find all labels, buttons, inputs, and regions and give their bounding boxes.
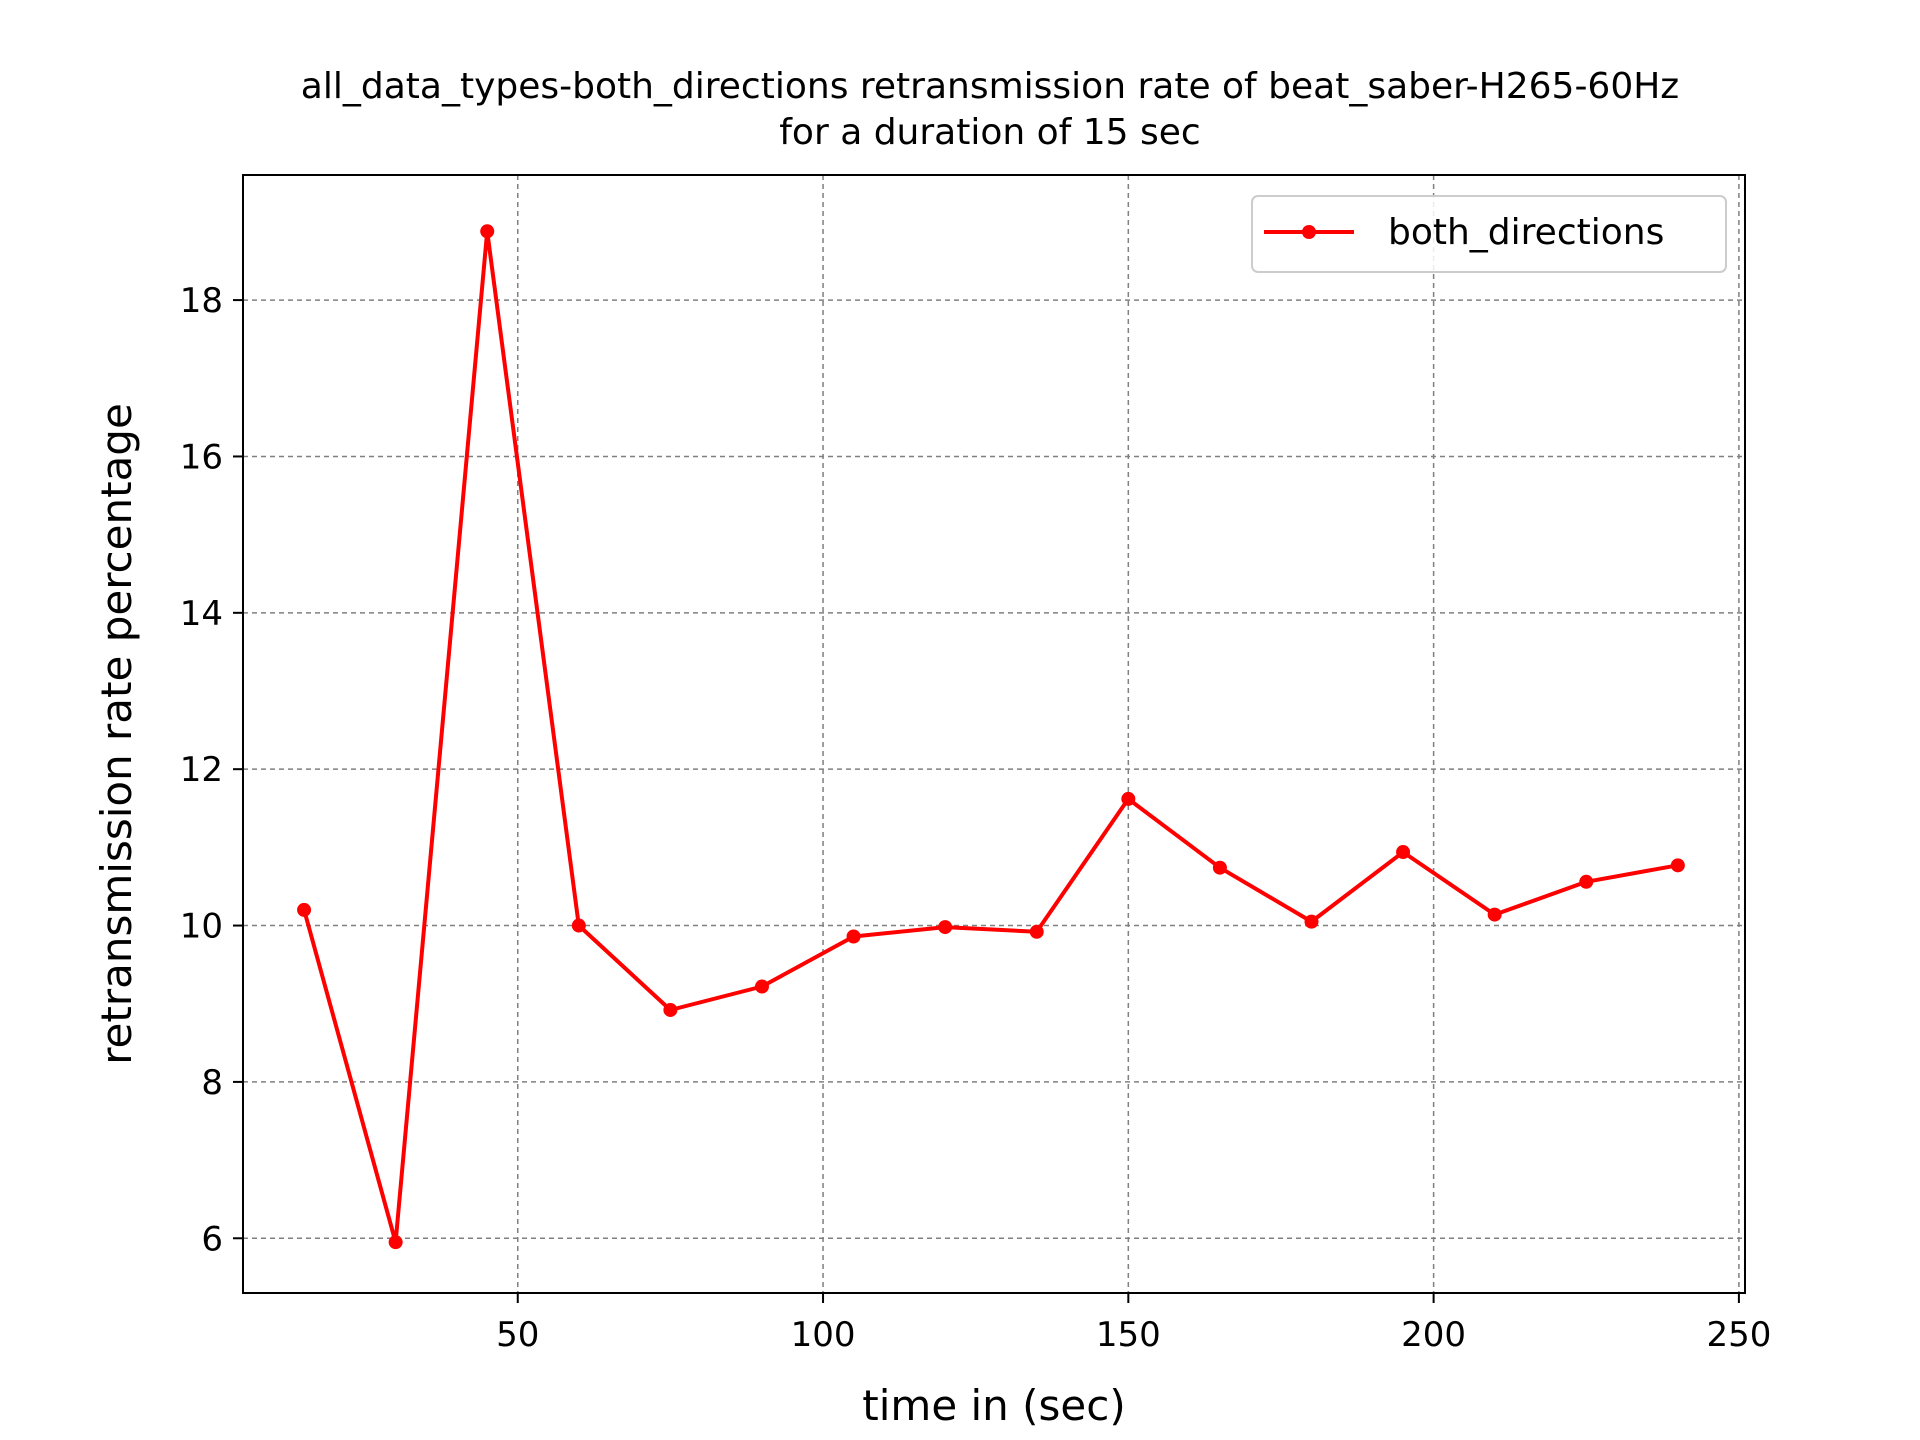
data-point (1670, 858, 1685, 873)
data-point (1029, 924, 1044, 939)
data-point (663, 1002, 678, 1017)
x-tick-label: 200 (1401, 1315, 1466, 1355)
chart-title: all_data_types-both_directions retransmi… (301, 66, 1679, 107)
axis-ticks: 50 100 150 200 250 6 8 10 12 14 16 18 (180, 281, 1772, 1355)
y-axis-label: retransmission rate percentage (92, 403, 141, 1065)
series-line (302, 229, 1679, 1245)
y-tick-label: 12 (180, 750, 223, 790)
x-tick-label: 150 (1096, 1315, 1161, 1355)
grid-lines (243, 175, 1745, 1293)
x-axis-label: time in (sec) (862, 1381, 1125, 1430)
legend-box (1251, 195, 1727, 273)
x-tick-label: 50 (496, 1315, 539, 1355)
chart-subtitle: for a duration of 15 sec (779, 112, 1200, 153)
y-tick-label: 18 (180, 281, 223, 321)
data-point (1212, 860, 1227, 875)
data-point (1396, 845, 1411, 860)
data-point (388, 1235, 403, 1250)
data-point (938, 920, 953, 935)
data-point (1304, 914, 1319, 929)
series-layer (297, 224, 1685, 1250)
data-point (1487, 907, 1502, 922)
legend-label: both_directions (1388, 212, 1664, 253)
y-tick-label: 8 (201, 1063, 223, 1103)
plot-area-frame (242, 174, 1746, 1294)
y-tick-label: 10 (180, 907, 223, 947)
data-point (297, 902, 312, 917)
data-point (571, 918, 586, 933)
y-tick-label: 16 (180, 437, 223, 477)
y-tick-label: 6 (201, 1219, 223, 1259)
y-tick-label: 14 (180, 594, 223, 634)
x-tick-label: 250 (1706, 1315, 1771, 1355)
data-point (846, 929, 861, 944)
x-tick-label: 100 (791, 1315, 856, 1355)
data-point (754, 979, 769, 994)
legend-marker (1302, 225, 1316, 239)
legend: both_directions (1251, 195, 1727, 273)
data-point (1579, 874, 1594, 889)
data-point (1121, 791, 1136, 806)
data-point (480, 224, 495, 239)
